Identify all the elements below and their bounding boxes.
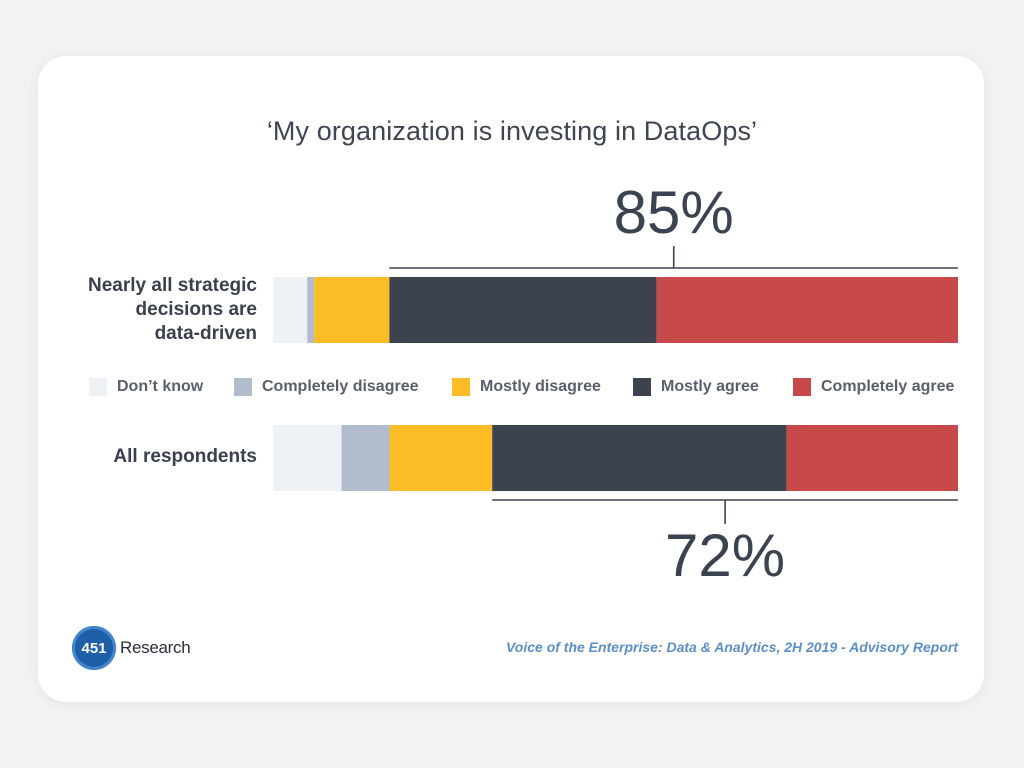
- legend-swatch: [452, 378, 470, 396]
- row-label-all-respondents: All respondents: [113, 445, 257, 469]
- row-label-line: All respondents: [113, 446, 257, 467]
- bar-segment-completely-agree-row-0: [656, 277, 958, 343]
- bar-segment-don-t-know-row-1: [273, 425, 342, 491]
- row-label-line: decisions are: [135, 299, 257, 320]
- bar-segment-completely-disagree-row-0: [307, 277, 315, 343]
- legend-item-dont-know: Don’t know: [89, 376, 203, 398]
- annotation-85-percent: 85%: [613, 179, 734, 246]
- legend-label: Completely disagree: [262, 378, 419, 395]
- legend-item-mostly-disagree: Mostly disagree: [452, 376, 601, 398]
- legend-swatch: [89, 378, 107, 396]
- legend-item-completely-agree: Completely agree: [793, 376, 954, 398]
- chart-title: ‘My organization is investing in DataOps…: [266, 116, 758, 146]
- bar-segment-completely-disagree-row-1: [341, 425, 390, 491]
- legend-label: Mostly agree: [661, 378, 759, 395]
- row-label-line: Nearly all strategic: [88, 275, 257, 296]
- legend-swatch: [633, 378, 651, 396]
- annotation-72-percent: 72%: [665, 522, 786, 589]
- row-label-line: data-driven: [154, 323, 257, 344]
- legend-item-mostly-agree: Mostly agree: [633, 376, 759, 398]
- 451-research-logo: 451 Research: [72, 626, 191, 670]
- chart-card: [38, 56, 984, 702]
- legend-item-completely-disagree: Completely disagree: [234, 376, 419, 398]
- source-citation: Voice of the Enterprise: Data & Analytic…: [505, 639, 958, 655]
- legend-label: Mostly disagree: [480, 378, 601, 395]
- bar-segment-completely-agree-row-1: [786, 425, 958, 491]
- logo-badge: 451: [72, 626, 116, 670]
- legend-swatch: [793, 378, 811, 396]
- bar-segment-mostly-agree-row-0: [389, 277, 657, 343]
- row-label-data-driven: Nearly all strategic decisions are data-…: [88, 274, 257, 346]
- bar-segment-mostly-disagree-row-1: [389, 425, 493, 491]
- logo-wordmark: Research: [120, 638, 191, 657]
- legend-label: Don’t know: [117, 378, 204, 395]
- bar-segment-don-t-know-row-0: [273, 277, 308, 343]
- bar-segment-mostly-agree-row-1: [492, 425, 787, 491]
- legend-label: Completely agree: [821, 378, 955, 395]
- legend-swatch: [234, 378, 252, 396]
- bar-segment-mostly-disagree-row-0: [314, 277, 390, 343]
